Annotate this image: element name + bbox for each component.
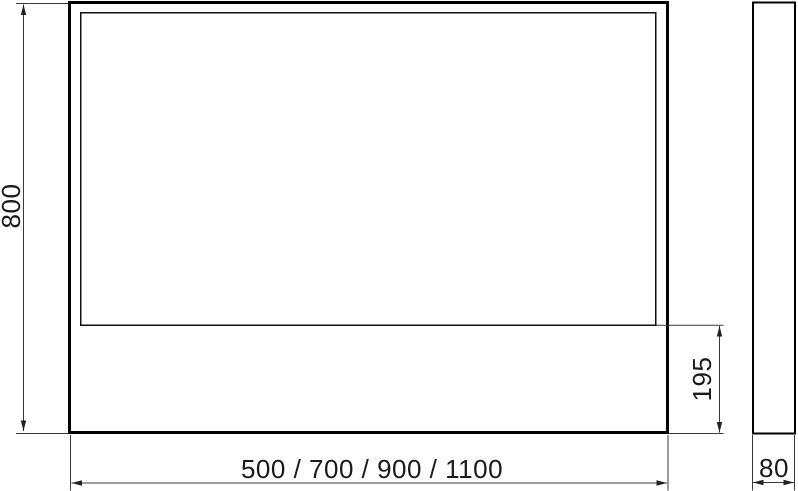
side-view-outline [752, 1, 796, 435]
front-view-inner-panel-outline [80, 12, 657, 326]
height-dimension-label: 800 [0, 183, 26, 229]
offset-dimension-label: 195 [687, 356, 717, 402]
depth-dimension-label: 80 [759, 453, 789, 483]
front-view-outline [68, 1, 669, 434]
width-dimension-label: 500 / 700 / 900 / 1100 [240, 454, 504, 484]
